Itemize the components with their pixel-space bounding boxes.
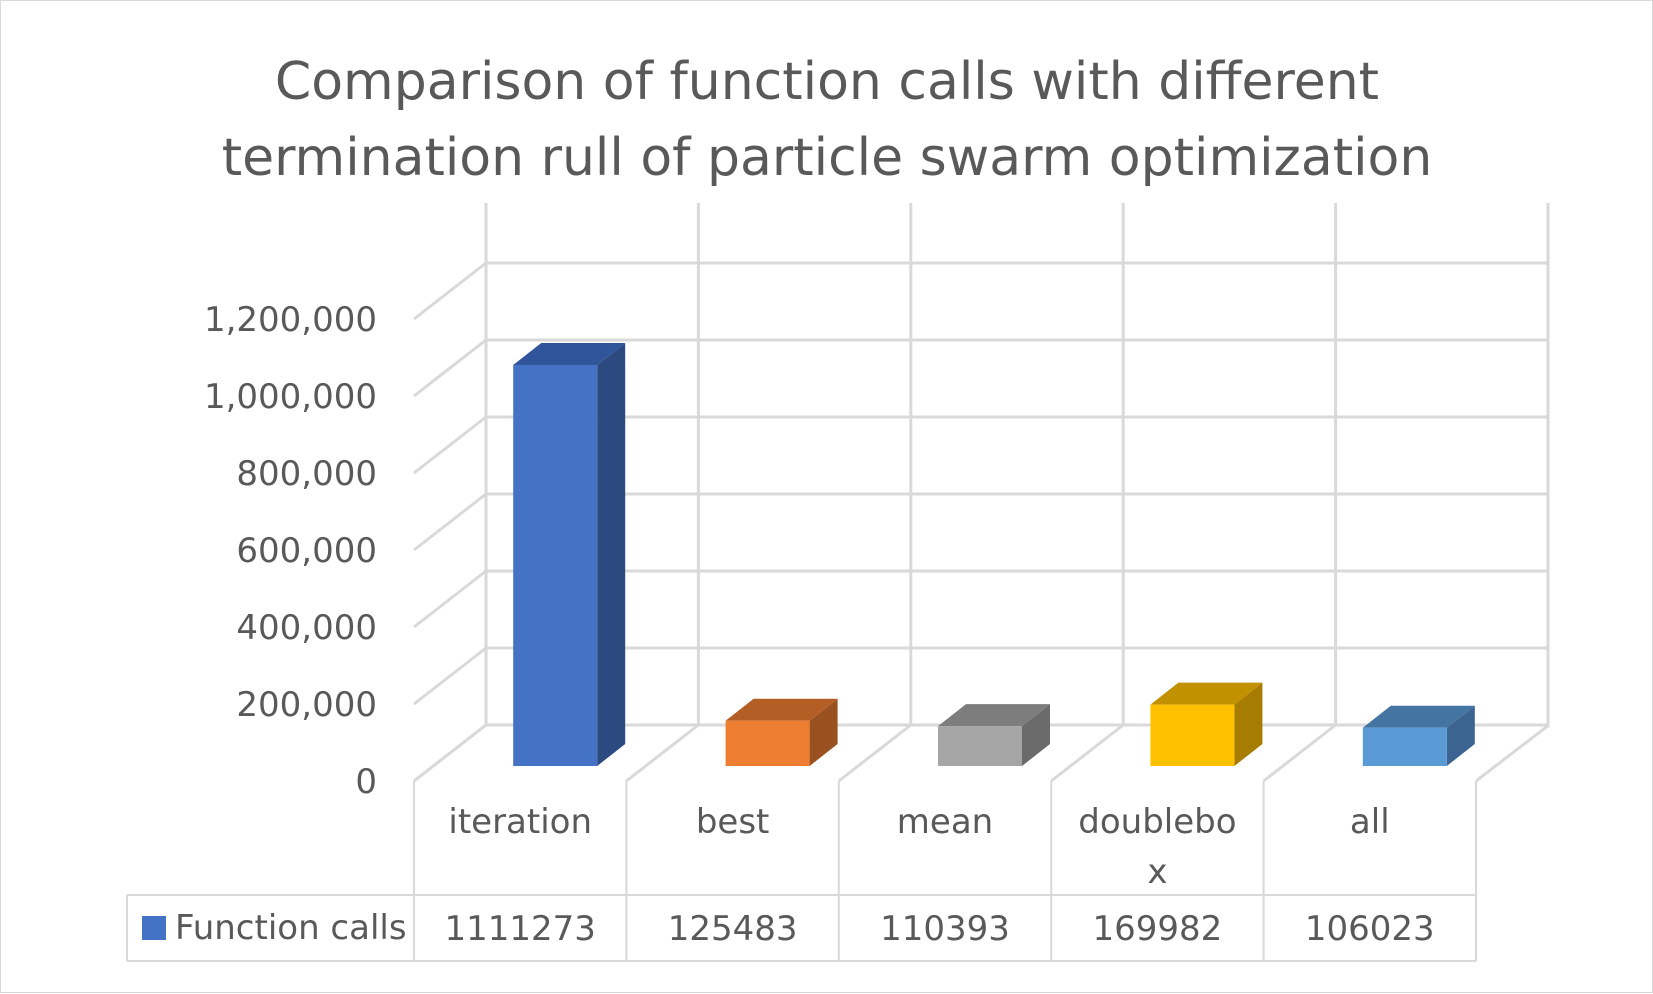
floor-edge: [1475, 723, 1550, 783]
y-tick-label: 1,000,000: [204, 377, 377, 417]
floor-diagonal: [837, 723, 912, 783]
table-value: 1111273: [444, 909, 595, 949]
gridline-side: [413, 261, 487, 321]
y-tick-label: 400,000: [236, 608, 377, 648]
legend-key-swatch: [142, 916, 166, 940]
gridline-side: [413, 569, 487, 629]
gridline-side: [413, 646, 487, 706]
x-tick-label: mean: [897, 802, 993, 842]
bar-top: [1362, 705, 1475, 728]
bar-side: [597, 343, 626, 766]
floor-diagonal: [625, 723, 700, 783]
gridline-side: [413, 415, 487, 475]
floor-diagonal: [413, 723, 487, 783]
bar-best: [725, 698, 838, 766]
y-tick-label: 0: [355, 762, 377, 802]
y-tick-label: 1,200,000: [204, 300, 377, 340]
bar-doublebox: [1150, 682, 1263, 766]
table-value: 169982: [1093, 909, 1223, 949]
legend-series-label: Function calls: [175, 908, 407, 948]
chart-title-line: Comparison of function calls with differ…: [275, 52, 1379, 112]
data-table: Function calls 1111273 125483 110393 169982 1…: [126, 894, 1476, 962]
bar-front: [513, 365, 598, 766]
bar-front: [938, 726, 1022, 766]
table-value: 106023: [1305, 909, 1435, 949]
floor-diagonal: [1262, 723, 1337, 783]
y-axis-ticks: 0 200,000 400,000 600,000 800,000 1,000,000 1,…: [204, 300, 377, 802]
bar-top: [725, 698, 838, 721]
y-tick-label: 600,000: [236, 531, 377, 571]
bar-front: [1150, 704, 1235, 766]
x-axis-categories: iteration best mean doublebo x all: [413, 723, 1477, 961]
bar-side: [809, 698, 838, 766]
bar-mean: [938, 704, 1050, 766]
gridlines: [413, 203, 1550, 783]
bar-top: [513, 343, 626, 366]
y-tick-label: 200,000: [236, 685, 377, 725]
bar-side: [1446, 705, 1475, 766]
bar-side: [1234, 682, 1263, 766]
bar-side: [1022, 704, 1050, 766]
bar-all: [1362, 705, 1475, 766]
bar-top: [938, 704, 1050, 727]
table-value: 110393: [880, 909, 1010, 949]
y-tick-label: 800,000: [236, 454, 377, 494]
chart-title-line: termination rull of particle swarm optim…: [222, 128, 1433, 188]
bars: [513, 343, 1475, 766]
x-tick-label: all: [1350, 802, 1390, 842]
gridline-side: [413, 492, 487, 552]
bar-front: [1362, 727, 1447, 766]
bar-iteration: [513, 343, 626, 766]
chart-title: Comparison of function calls with differ…: [222, 52, 1433, 188]
x-tick-label: doublebo: [1078, 802, 1236, 842]
floor-diagonal: [1050, 723, 1125, 783]
x-tick-label: best: [696, 802, 770, 842]
bar-top: [1150, 682, 1263, 705]
bar-front: [725, 720, 810, 766]
table-value: 125483: [668, 909, 798, 949]
x-tick-label: x: [1147, 852, 1167, 892]
x-tick-label: iteration: [448, 802, 592, 842]
gridline-side: [413, 338, 487, 398]
